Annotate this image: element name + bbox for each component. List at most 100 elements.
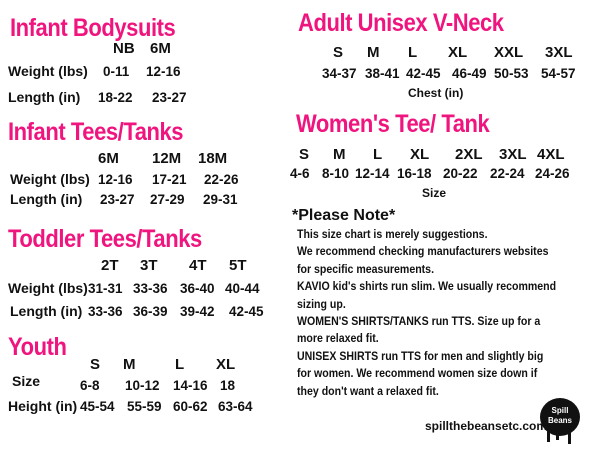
row-label: Weight (lbs)	[8, 63, 88, 79]
size-caption: Size	[422, 186, 447, 200]
row-label: Length (in)	[10, 303, 83, 319]
size-header: 12M	[152, 150, 182, 167]
note-line: for specific measurements.	[297, 264, 435, 276]
website-link[interactable]: spillthebeansetc.com	[425, 419, 548, 433]
womens-tee-title: Women's Tee/ Tank	[296, 110, 490, 138]
size-header: 18M	[198, 150, 228, 167]
infant-bodysuits-title: Infant Bodysuits	[10, 14, 176, 42]
row-label: Length (in)	[10, 191, 83, 207]
logo-drip	[568, 428, 571, 444]
cell: 12-14	[355, 166, 390, 181]
infant-tees-title: Infant Tees/Tanks	[8, 118, 184, 146]
row-label: Size	[12, 373, 41, 389]
adult-unisex-title: Adult Unisex V-Neck	[298, 9, 504, 37]
note-line: they don't want a relaxed fit.	[297, 386, 439, 398]
logo-drip	[556, 430, 559, 440]
cell: 12-16	[98, 172, 133, 187]
cell: 36-40	[180, 281, 215, 296]
cell: 18-22	[98, 90, 133, 105]
note-line: sizing up.	[297, 299, 346, 311]
row-label: Height (in)	[8, 398, 78, 414]
cell: 27-29	[150, 192, 185, 207]
size-header: 4XL	[537, 146, 565, 163]
cell: 20-22	[443, 166, 478, 181]
cell: 18	[220, 378, 236, 393]
size-header: L	[373, 146, 383, 163]
cell: 46-49	[452, 66, 487, 81]
cell: 50-53	[494, 66, 529, 81]
cell: 0-11	[103, 64, 130, 79]
cell: 17-21	[152, 172, 187, 187]
cell: 40-44	[225, 281, 260, 296]
cell: 4-6	[290, 166, 310, 181]
womens-shirts-label: WOMEN'S SHIRTS/TANKS	[297, 316, 429, 328]
cell: 42-45	[406, 66, 441, 81]
size-header: 6M	[98, 150, 119, 167]
cell: 22-24	[490, 166, 525, 181]
cell: 34-37	[322, 66, 357, 81]
size-header: M	[367, 44, 380, 61]
size-header: 2XL	[455, 146, 483, 163]
size-header: NB	[113, 40, 135, 57]
cell: 23-27	[152, 90, 187, 105]
row-label: Weight (lbs)	[10, 171, 90, 187]
cell: 33-36	[88, 304, 123, 319]
note-line: more relaxed fit.	[297, 333, 379, 345]
cell: 54-57	[541, 66, 576, 81]
note-line: This size chart is merely suggestions.	[297, 229, 488, 241]
size-header: 3XL	[545, 44, 573, 61]
cell: 63-64	[218, 399, 253, 414]
cell: 22-26	[204, 172, 239, 187]
logo-drip	[547, 428, 550, 442]
size-header: M	[123, 356, 136, 373]
cell: 33-36	[133, 281, 168, 296]
cell: 38-41	[365, 66, 400, 81]
note-line: WOMEN'S SHIRTS/TANKS run TTS. Size up fo…	[297, 316, 540, 328]
size-header: XL	[448, 44, 468, 61]
size-header: 3XL	[499, 146, 527, 163]
cell: 10-12	[125, 378, 160, 393]
cell: 39-42	[180, 304, 215, 319]
note-text: run TTS. Size up for a	[428, 316, 541, 328]
note-line: for women. We recommend women size down …	[297, 368, 538, 380]
cell: 14-16	[173, 378, 208, 393]
size-header: L	[175, 356, 185, 373]
cell: 36-39	[133, 304, 168, 319]
note-title: *Please Note*	[292, 207, 396, 224]
unisex-shirts-label: UNISEX SHIRTS	[297, 351, 379, 363]
note-text: kid's shirts run slim. We usually recomm…	[329, 281, 557, 293]
size-header: 3T	[140, 257, 158, 274]
size-header: 6M	[150, 40, 171, 57]
size-header: 5T	[229, 257, 247, 274]
row-label: Length (in)	[8, 89, 81, 105]
note-line: We recommend checking manufacturers webs…	[297, 246, 549, 258]
youth-title: Youth	[8, 333, 67, 361]
size-header: S	[299, 146, 310, 163]
cell: 12-16	[146, 64, 181, 79]
note-line: KAVIO kid's shirts run slim. We usually …	[297, 281, 556, 293]
cell: 8-10	[322, 166, 350, 181]
size-header: XL	[410, 146, 430, 163]
size-header: 2T	[101, 257, 119, 274]
cell: 55-59	[127, 399, 162, 414]
cell: 42-45	[229, 304, 264, 319]
brand-kavio: KAVIO	[297, 281, 330, 293]
size-header: 4T	[189, 257, 207, 274]
spill-the-beans-logo: Spill Beans	[540, 398, 580, 436]
size-header: S	[333, 44, 344, 61]
size-header: XXL	[494, 44, 524, 61]
cell: 31-31	[88, 281, 123, 296]
cell: 45-54	[80, 399, 115, 414]
cell: 29-31	[203, 192, 238, 207]
cell: 60-62	[173, 399, 208, 414]
cell: 6-8	[80, 378, 100, 393]
note-line: UNISEX SHIRTS run TTS for men and slight…	[297, 351, 543, 363]
row-label: Weight (lbs)	[8, 280, 88, 296]
size-header: L	[408, 44, 418, 61]
size-header: S	[90, 356, 101, 373]
size-header: M	[333, 146, 346, 163]
cell: 23-27	[100, 192, 135, 207]
note-text: run TTS for men and slightly big	[378, 351, 544, 363]
cell: 24-26	[535, 166, 570, 181]
cell: 16-18	[397, 166, 432, 181]
